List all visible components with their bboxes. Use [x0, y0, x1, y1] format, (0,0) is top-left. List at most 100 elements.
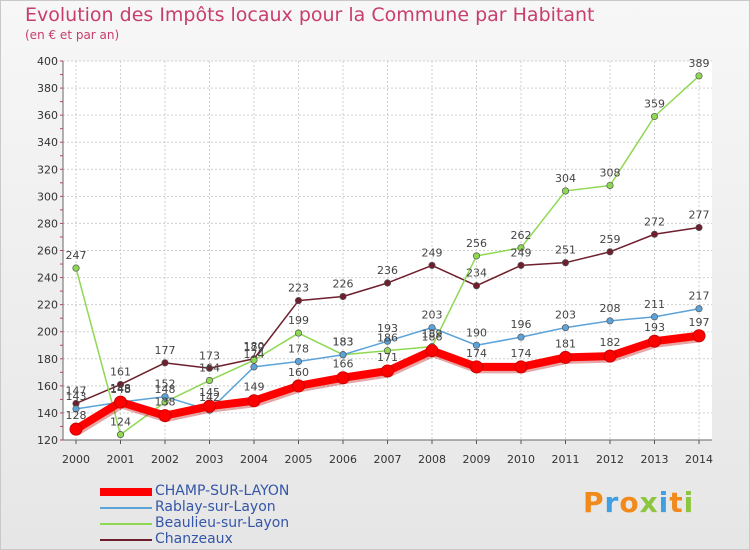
x-tick-label-2014: 2014: [685, 453, 713, 466]
data-point-rablay-sur-layon-2000: [72, 405, 80, 413]
data-point-beaulieu-sur-layon-2000: [72, 264, 80, 272]
data-point-champ-sur-layon-2014: [692, 329, 706, 343]
chart-subtitle: (en € et par an): [25, 28, 120, 42]
y-tick-label-240: 240: [37, 272, 58, 285]
data-label-chanzeaux-2002: 177: [155, 344, 176, 357]
data-label-champ-sur-layon-2005: 160: [288, 366, 309, 379]
data-point-rablay-sur-layon-2014: [695, 305, 703, 313]
x-tick-label-2011: 2011: [552, 453, 580, 466]
data-label-chanzeaux-2007: 236: [377, 264, 398, 277]
data-label-rablay-sur-layon-2008: 203: [422, 309, 443, 322]
logo-letter: i: [683, 486, 695, 519]
data-label-champ-sur-layon-2011: 181: [555, 337, 576, 350]
data-label-beaulieu-sur-layon-2008: 189: [422, 328, 443, 341]
x-tick-label-2005: 2005: [285, 453, 313, 466]
data-label-champ-sur-layon-2001: 148: [110, 382, 131, 395]
data-label-chanzeaux-2008: 249: [422, 246, 443, 259]
logo-letter: o: [619, 486, 640, 519]
data-point-rablay-sur-layon-2012: [606, 317, 614, 325]
x-tick-label-2010: 2010: [507, 453, 535, 466]
data-label-rablay-sur-layon-2009: 190: [466, 326, 487, 339]
data-label-rablay-sur-layon-2010: 196: [511, 318, 532, 331]
data-point-beaulieu-sur-layon-2011: [561, 187, 570, 195]
data-point-chanzeaux-2003: [205, 364, 214, 372]
data-label-beaulieu-sur-layon-2011: 304: [555, 172, 576, 185]
data-label-beaulieu-sur-layon-2007: 186: [377, 332, 398, 345]
data-label-champ-sur-layon-2006: 166: [333, 358, 354, 371]
y-tick-label-180: 180: [37, 353, 58, 366]
data-point-rablay-sur-layon-2011: [561, 324, 570, 332]
data-label-rablay-sur-layon-2005: 178: [288, 342, 309, 355]
logo-letter: P: [583, 486, 605, 519]
data-label-chanzeaux-2012: 259: [600, 233, 621, 246]
data-label-chanzeaux-2006: 226: [333, 278, 354, 291]
data-point-chanzeaux-2011: [561, 259, 570, 267]
y-tick-label-280: 280: [37, 217, 58, 230]
y-tick-label-320: 320: [37, 163, 58, 176]
legend-swatch-champ-sur-layon: [100, 488, 152, 496]
data-point-champ-sur-layon-2003: [203, 399, 216, 413]
data-label-rablay-sur-layon-2013: 211: [644, 298, 665, 311]
y-tick-label-200: 200: [37, 326, 58, 339]
data-label-beaulieu-sur-layon-2012: 308: [600, 167, 621, 180]
data-point-rablay-sur-layon-2009: [472, 341, 481, 349]
data-point-chanzeaux-2014: [695, 223, 703, 232]
data-point-beaulieu-sur-layon-2001: [116, 431, 125, 439]
data-label-champ-sur-layon-2000: 128: [66, 409, 87, 422]
data-point-chanzeaux-2013: [650, 230, 659, 238]
data-point-champ-sur-layon-2011: [559, 350, 572, 364]
data-label-chanzeaux-2014: 277: [689, 208, 710, 221]
data-point-rablay-sur-layon-2006: [339, 351, 347, 359]
data-point-rablay-sur-layon-2013: [650, 313, 659, 321]
proxiti-logo: Proxiti: [583, 486, 694, 519]
data-point-chanzeaux-2005: [294, 297, 303, 305]
data-label-beaulieu-sur-layon-2013: 359: [644, 97, 665, 110]
legend-label-rablay-sur-layon: Rablay-sur-Layon: [155, 499, 276, 515]
x-tick-label-2000: 2000: [62, 453, 90, 466]
data-label-beaulieu-sur-layon-2002: 148: [155, 383, 176, 396]
legend-swatch-rablay-sur-layon: [100, 507, 152, 509]
data-label-chanzeaux-2001: 161: [110, 366, 131, 379]
data-point-beaulieu-sur-layon-2009: [472, 252, 481, 260]
data-point-champ-sur-layon-2006: [336, 371, 350, 385]
data-label-chanzeaux-2011: 251: [555, 244, 576, 257]
logo-letter: r: [604, 486, 620, 519]
logo-letter: x: [639, 486, 659, 519]
x-tick-label-2006: 2006: [329, 453, 357, 466]
data-label-rablay-sur-layon-2003: 142: [199, 391, 220, 404]
x-tick-label-2009: 2009: [463, 453, 491, 466]
data-label-champ-sur-layon-2007: 171: [377, 351, 398, 364]
data-point-chanzeaux-2007: [383, 279, 392, 287]
axes: 120 140 160 180 200 220 240 260 280 300 320 340 360 3…: [37, 55, 713, 466]
x-tick-label-2013: 2013: [641, 453, 669, 466]
data-point-chanzeaux-2010: [517, 261, 525, 269]
data-point-champ-sur-layon-2000: [69, 422, 83, 436]
data-point-rablay-sur-layon-2008: [428, 324, 436, 332]
data-point-champ-sur-layon-2007: [381, 364, 394, 378]
data-point-beaulieu-sur-layon-2003: [205, 376, 214, 384]
data-label-chanzeaux-2005: 223: [288, 282, 309, 295]
data-label-chanzeaux-2000: 147: [66, 384, 87, 397]
legend-swatch-beaulieu-sur-layon: [100, 523, 152, 525]
data-label-beaulieu-sur-layon-2014: 389: [689, 57, 710, 70]
data-point-champ-sur-layon-2009: [470, 360, 483, 374]
data-point-beaulieu-sur-layon-2007: [383, 347, 392, 355]
data-point-beaulieu-sur-layon-2005: [294, 329, 303, 337]
data-label-champ-sur-layon-2009: 174: [466, 347, 487, 360]
data-label-champ-sur-layon-2002: 138: [155, 396, 176, 409]
legend-label-beaulieu-sur-layon: Beaulieu-sur-Layon: [155, 515, 290, 531]
data-point-champ-sur-layon-2010: [514, 360, 528, 374]
legend-label-champ-sur-layon: CHAMP-SUR-LAYON: [155, 483, 290, 499]
data-point-rablay-sur-layon-2010: [517, 333, 525, 341]
data-label-chanzeaux-2010: 249: [511, 246, 532, 259]
data-label-beaulieu-sur-layon-2005: 199: [288, 314, 309, 327]
data-label-champ-sur-layon-2014: 197: [689, 316, 710, 329]
data-label-champ-sur-layon-2008: 186: [422, 331, 443, 344]
data-point-champ-sur-layon-2004: [247, 394, 261, 408]
data-point-champ-sur-layon-2013: [648, 334, 661, 348]
data-point-champ-sur-layon-2005: [292, 379, 305, 393]
logo-letter: i: [658, 486, 670, 519]
data-label-rablay-sur-layon-2012: 208: [600, 302, 621, 315]
y-tick-label-160: 160: [37, 380, 58, 393]
